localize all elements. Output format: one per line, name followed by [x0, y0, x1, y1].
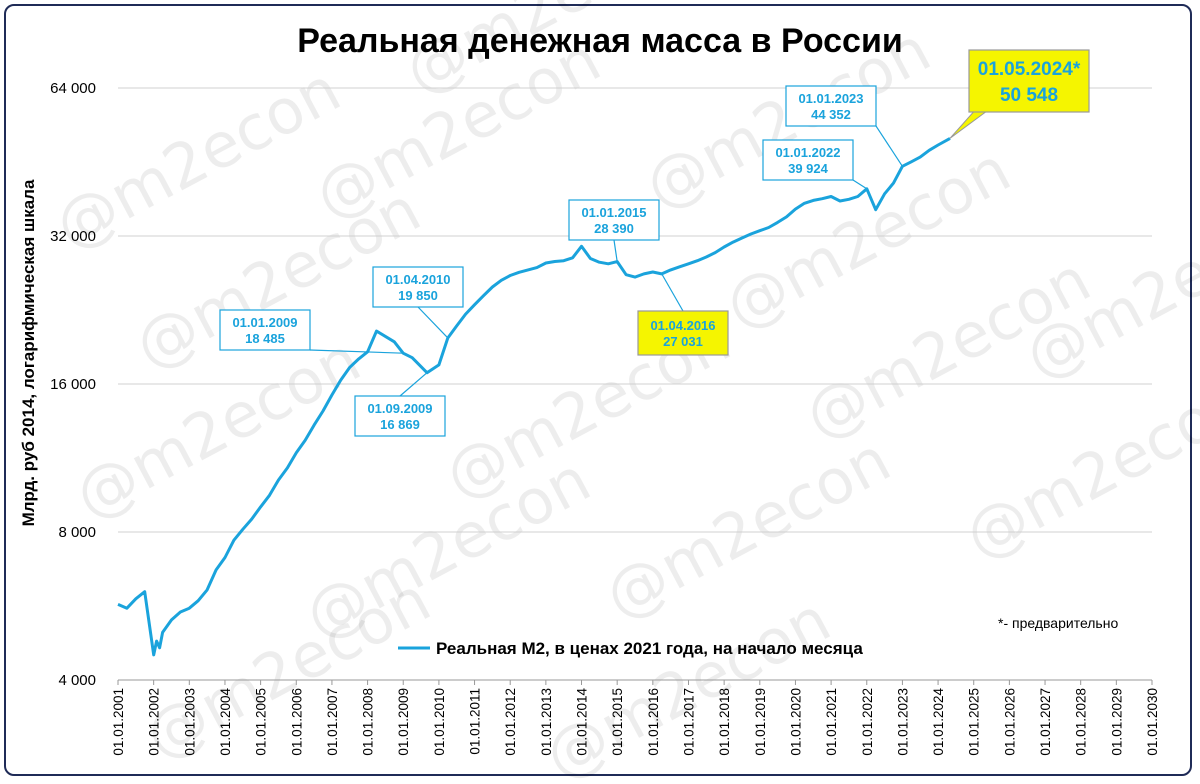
x-tick-label: 01.01.2018 — [717, 688, 732, 756]
x-tick-label: 01.01.2012 — [503, 688, 518, 756]
x-tick-label: 01.01.2011 — [468, 688, 483, 755]
x-tick-label: 01.01.2013 — [539, 688, 554, 756]
callout-box — [785, 85, 877, 127]
chart-title: Реальная денежная масса в России — [297, 22, 903, 60]
callout-value: 19 850 — [398, 288, 438, 303]
x-tick-label: 01.01.2004 — [218, 688, 233, 756]
x-tick-label: 01.01.2024 — [931, 688, 946, 756]
chart-frame — [4, 4, 1192, 776]
x-tick-label: 01.01.2005 — [254, 688, 269, 756]
x-tick-label: 01.01.2019 — [753, 688, 768, 756]
legend-label: Реальная М2, в ценах 2021 года, на начал… — [436, 639, 863, 658]
callout-box — [568, 199, 660, 241]
x-tick-label: 01.01.2026 — [1002, 688, 1017, 756]
callout-value: 28 390 — [594, 221, 634, 236]
callout-leader — [852, 179, 868, 190]
axes: 4 000 8 000 16 000 32 000 64 000 01.01.2001 01… — [50, 80, 1160, 756]
x-tick-label: 01.01.2023 — [895, 688, 910, 756]
x-tick-label: 01.01.2020 — [788, 688, 803, 756]
callout-date: 01.01.2009 — [232, 315, 297, 330]
callout-value: 16 869 — [380, 417, 420, 432]
watermark-layer: @m2econ@m2econ@m2econ@m2econ @m2econ@m2ec… — [43, 0, 1200, 784]
x-tick-label: 01.01.2007 — [325, 688, 340, 756]
callout-date: 01.04.2010 — [385, 272, 450, 287]
callout-leader — [661, 273, 684, 312]
x-tick-label: 01.01.2003 — [182, 688, 197, 756]
callout-box — [762, 139, 854, 181]
callout-date: 01.04.2016 — [650, 318, 715, 333]
callout-leader — [417, 306, 449, 339]
x-tick-label: 01.01.2021 — [824, 688, 839, 756]
watermark-text: @m2econ — [63, 323, 372, 534]
callout-box — [637, 310, 729, 356]
y-tick-label: 64 000 — [50, 80, 96, 97]
x-tick-label: 01.01.2009 — [396, 688, 411, 756]
callout-box — [968, 49, 1090, 113]
callout-date: 01.01.2023 — [798, 91, 863, 106]
series-line — [117, 137, 951, 657]
x-tick-label: 01.01.2006 — [289, 688, 304, 756]
watermark-text: @m2econ — [953, 363, 1200, 574]
watermark-text: @m2econ — [593, 423, 902, 634]
x-tick-label: 01.01.2001 — [111, 688, 126, 756]
y-tick-label: 16 000 — [50, 376, 96, 393]
x-tick-label: 01.01.2014 — [575, 688, 590, 756]
callout-date: 01.01.2015 — [581, 205, 646, 220]
y-tick-label: 32 000 — [50, 228, 96, 245]
callout-date: 01.01.2022 — [775, 145, 840, 160]
x-tick-label: 01.01.2025 — [967, 688, 982, 756]
callout-box — [372, 266, 464, 308]
x-tick-label: 01.01.2008 — [361, 688, 376, 756]
data-callout: 01.05.2024* 50 548 — [949, 49, 1090, 139]
callout-value: 50 548 — [1000, 85, 1058, 106]
callout-date: 01.05.2024* — [978, 59, 1081, 80]
callout-leader — [309, 349, 404, 354]
y-axis-label: Млрд. руб 2014, логарифмическая шкала — [19, 179, 38, 526]
x-tick-label: 01.01.2030 — [1145, 688, 1160, 756]
callout-value: 18 485 — [245, 331, 285, 346]
callout-leader — [875, 125, 903, 167]
callout-box — [219, 309, 311, 351]
callout-leader — [399, 372, 428, 397]
x-tick-label: 01.01.2002 — [147, 688, 162, 756]
callout-box — [354, 395, 446, 437]
x-tick-label: 01.01.2016 — [646, 688, 661, 756]
x-tick-label: 01.01.2015 — [610, 688, 625, 756]
x-tick-label: 01.01.2022 — [860, 688, 875, 756]
callout-value: 44 352 — [811, 107, 851, 122]
footnote: *- предварительно — [998, 615, 1118, 631]
callout-value: 39 924 — [788, 161, 829, 176]
x-tick-label: 01.01.2017 — [681, 688, 696, 756]
x-tick-label: 01.01.2010 — [432, 688, 447, 756]
legend: Реальная М2, в ценах 2021 года, на начал… — [398, 639, 863, 658]
callout-leader — [613, 239, 618, 262]
x-tick-label: 01.01.2029 — [1109, 688, 1124, 756]
series-layer — [117, 137, 951, 657]
x-tick-label: 01.01.2028 — [1074, 688, 1089, 756]
y-tick-label: 4 000 — [58, 672, 96, 689]
callout-date: 01.09.2009 — [367, 401, 432, 416]
x-tick-label: 01.01.2027 — [1038, 688, 1053, 756]
y-tick-label: 8 000 — [58, 524, 96, 541]
callout-value: 27 031 — [663, 334, 703, 349]
